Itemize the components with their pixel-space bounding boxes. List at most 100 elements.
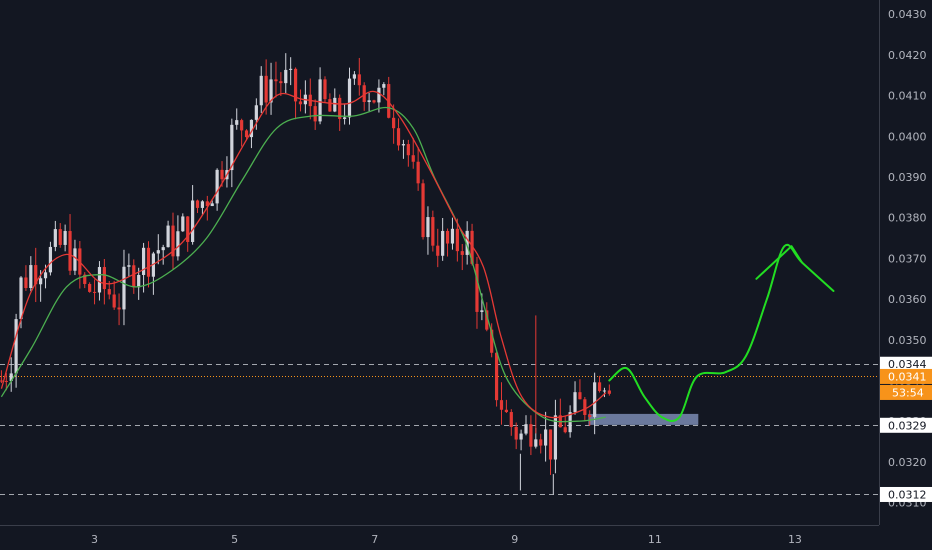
candle-body [298, 101, 303, 105]
candle-body [607, 390, 611, 394]
candle-body [264, 75, 268, 103]
candle-body [117, 307, 121, 310]
candle-body [539, 439, 543, 446]
candle-body [254, 105, 258, 120]
candle-body [387, 84, 391, 118]
time-tick-label: 11 [648, 533, 662, 546]
price-tick-label: 0.0410 [888, 90, 927, 103]
candle-body [83, 274, 87, 284]
candle-body [328, 99, 332, 112]
candle-body [259, 75, 263, 106]
candle-body [181, 216, 185, 232]
candle-body [367, 100, 371, 103]
candle-body [460, 251, 464, 255]
countdown-label: 53:54 [892, 386, 924, 399]
candle-body [97, 267, 102, 293]
candle-body [362, 85, 366, 103]
price-tick-label: 0.0360 [888, 293, 927, 306]
candle-body [396, 128, 401, 146]
candle-body [141, 247, 146, 275]
candle-body [441, 230, 445, 256]
candle-body [470, 230, 474, 264]
candle-body [146, 247, 151, 277]
projection-path [608, 243, 835, 423]
ema-slow-line [0, 106, 606, 423]
candle-body [293, 68, 298, 102]
candle-body [514, 426, 518, 440]
candle-body [426, 217, 430, 238]
candle-body [445, 230, 450, 244]
candle-body [68, 231, 72, 271]
candle-body [347, 78, 352, 118]
candle-body [548, 429, 553, 460]
candle-body [249, 119, 254, 138]
candle-body [289, 68, 293, 70]
candle-body [195, 200, 200, 208]
candle-body [342, 117, 347, 119]
candle-body [357, 74, 361, 86]
price-tick-label: 0.0420 [888, 49, 927, 62]
time-tick-label: 13 [788, 533, 802, 546]
candle-body [43, 272, 48, 279]
candle-body [475, 263, 479, 312]
candle-body [88, 283, 92, 292]
price-tick-label: 0.0320 [888, 456, 927, 469]
candle-body [490, 329, 494, 353]
horizontal-levels [0, 364, 879, 495]
candle-body [176, 231, 180, 257]
candle-body [269, 79, 273, 103]
time-axis-panel[interactable] [0, 525, 932, 550]
candle-body [318, 79, 322, 122]
candle-body [499, 400, 504, 410]
price-tag-box [880, 417, 932, 433]
candle-body [421, 183, 425, 238]
price-axis-panel[interactable] [879, 0, 932, 525]
time-tick-label: 3 [91, 533, 98, 546]
candle-body [161, 247, 165, 251]
time-tick-label: 9 [511, 533, 518, 546]
candle-body [401, 144, 406, 146]
candle-body [156, 250, 160, 254]
candle-body [411, 155, 415, 162]
candle-body [279, 81, 283, 84]
candle-body [92, 291, 97, 293]
candle-body [504, 409, 508, 413]
time-tick-label: 5 [231, 533, 238, 546]
candle-body [235, 120, 239, 125]
price-tick-label: 0.0350 [888, 334, 927, 347]
candle-body [372, 100, 376, 103]
candle-body [382, 84, 386, 88]
price-tick-label: 0.0430 [888, 8, 927, 21]
price-tag-label: 0.0341 [888, 370, 927, 383]
price-tick-label: 0.0400 [888, 130, 927, 143]
candle-body [0, 380, 4, 382]
price-tag-box [880, 356, 932, 372]
candle-body [352, 74, 357, 79]
candle-body [450, 228, 455, 244]
candle-body [151, 253, 155, 277]
time-tick-label: 7 [371, 533, 378, 546]
projection-drawing [608, 243, 835, 423]
candle-body [132, 265, 136, 288]
candle-body [377, 87, 381, 103]
candle-body [519, 433, 523, 440]
candle-body [73, 248, 77, 271]
candle-body [480, 310, 484, 312]
candle-body [14, 319, 18, 374]
candle-body [563, 427, 567, 433]
support-zone [588, 413, 699, 425]
candle-body [534, 439, 538, 447]
countdown-box [880, 384, 932, 400]
candle-body [597, 382, 602, 392]
candle-body [553, 415, 558, 460]
candle-body [333, 97, 337, 112]
candle-body [436, 245, 440, 256]
candle-body [205, 201, 209, 207]
candle-body [166, 225, 170, 248]
support-box [588, 413, 699, 425]
candle-body [39, 278, 43, 285]
candle-body [323, 79, 327, 100]
candle-body [24, 277, 28, 289]
